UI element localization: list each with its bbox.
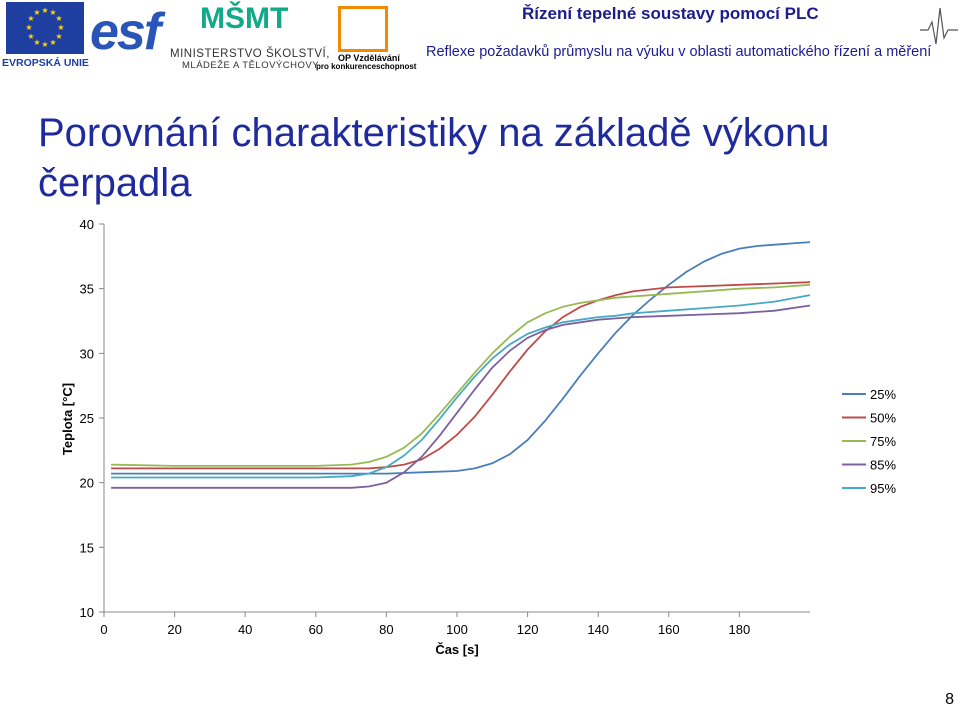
eu-label: EVROPSKÁ UNIE	[2, 57, 89, 69]
header-title: Řízení tepelné soustavy pomocí PLC	[522, 4, 819, 23]
chart-series	[111, 241, 811, 489]
header-bar: ★ ★ ★ ★ ★ ★ ★ ★ ★ ★ ★ ★ EVROPSKÁ UNIE esf MŠMT M…	[0, 0, 960, 78]
svg-text:★: ★	[33, 38, 40, 47]
x-tick-label: 160	[658, 622, 680, 637]
svg-text:★: ★	[25, 23, 32, 32]
series-line-75pct	[111, 283, 811, 467]
y-tick-label: 20	[80, 476, 94, 491]
series-line-25pct	[111, 241, 811, 475]
y-axis-label: Teplota [°C]	[60, 383, 75, 455]
x-tick-label: 140	[587, 622, 609, 637]
svg-text:★: ★	[55, 32, 62, 41]
svg-text:★: ★	[55, 14, 62, 23]
series-line-50pct	[111, 281, 811, 470]
op-label-line1: OP Vzdělávání	[338, 53, 400, 63]
x-tick-label: 80	[379, 622, 393, 637]
series-line-95pct	[111, 294, 811, 479]
legend-label: 85%	[870, 458, 896, 473]
svg-text:★: ★	[27, 14, 34, 23]
x-tick-label: 60	[309, 622, 323, 637]
svg-text:★: ★	[41, 40, 48, 49]
msmt-label-line1: MINISTERSTVO ŠKOLSTVÍ,	[170, 48, 330, 60]
x-tick-label: 0	[100, 622, 107, 637]
y-tick-label: 30	[80, 346, 94, 361]
slide-title: Porovnání charakteristiky na základě výk…	[38, 111, 830, 205]
x-tick-label: 40	[238, 622, 252, 637]
esf-logo: esf	[90, 3, 161, 61]
y-tick-label: 40	[80, 217, 94, 232]
x-tick-label: 20	[167, 622, 181, 637]
page-number: 8	[945, 691, 954, 708]
eu-flag-logo: ★ ★ ★ ★ ★ ★ ★ ★ ★ ★ ★ ★	[6, 2, 84, 54]
y-tick-label: 10	[80, 605, 94, 620]
x-axis: 0 20 40 60 80 100 120 140 160 180	[100, 611, 810, 637]
legend-label: 95%	[870, 481, 896, 496]
legend-label: 25%	[870, 387, 896, 402]
x-tick-label: 120	[517, 622, 539, 637]
x-axis-label: Čas [s]	[435, 642, 478, 657]
y-tick-label: 35	[80, 282, 94, 297]
x-tick-label: 180	[729, 622, 751, 637]
msmt-logo: MŠMT	[200, 2, 289, 35]
op-logo-icon	[338, 6, 388, 52]
signal-wave-icon	[920, 7, 958, 45]
y-tick-label: 25	[80, 411, 94, 426]
x-tick-label: 100	[446, 622, 468, 637]
chart-legend: 25% 50% 75% 85% 95%	[842, 387, 896, 496]
svg-text:★: ★	[49, 38, 56, 47]
msmt-label-line2: MLÁDEŽE A TĚLOVÝCHOVY	[182, 60, 320, 71]
svg-text:★: ★	[41, 6, 48, 15]
y-axis: 10 15 20 25 30 35 40	[80, 217, 105, 620]
legend-label: 75%	[870, 434, 896, 449]
eu-stars-icon: ★ ★★ ★★★ ★★★ ★★★	[25, 6, 64, 49]
series-line-85pct	[111, 304, 811, 489]
legend-label: 50%	[870, 411, 896, 426]
header-subtitle: Reflexe požadavků průmyslu na výuku v ob…	[426, 44, 932, 60]
op-label-line2: pro konkurenceschopnost	[316, 62, 417, 71]
svg-text:★: ★	[27, 32, 34, 41]
svg-text:★: ★	[49, 8, 56, 17]
svg-text:★: ★	[57, 23, 64, 32]
svg-text:★: ★	[33, 8, 40, 17]
y-tick-label: 15	[80, 540, 94, 555]
